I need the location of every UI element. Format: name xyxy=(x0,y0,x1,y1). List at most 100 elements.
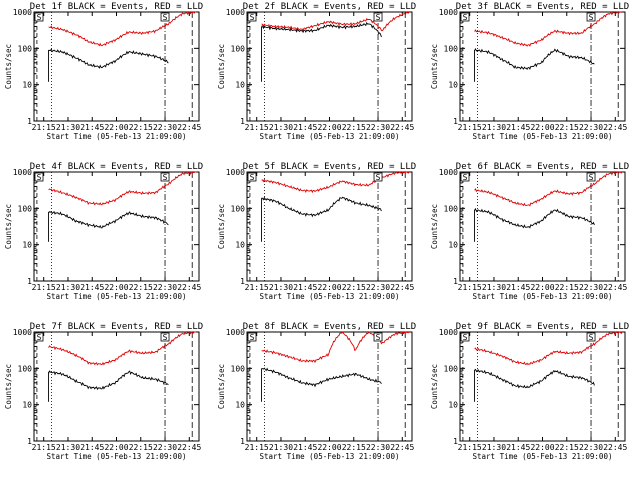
x-tick-label: 22:15 xyxy=(342,443,366,452)
y-tick-label: 10 xyxy=(448,401,458,410)
y-tick-label: 1 xyxy=(453,117,458,126)
x-tick-label: 22:15 xyxy=(555,283,579,292)
panel-chart: Det 5f BLACK = Events, RED = LLD 1 10 100 10… xyxy=(217,162,416,301)
x-tick-label: 22:30 xyxy=(579,443,603,452)
x-tick-label: 22:45 xyxy=(390,443,414,452)
y-tick-label: 1000 xyxy=(13,168,32,177)
plot-frame xyxy=(246,171,413,282)
x-axis-label: Start Time (05-Feb-13 21:09:00) xyxy=(473,292,613,301)
x-tick-label: 21:45 xyxy=(506,283,530,292)
plot-frame xyxy=(246,331,413,442)
s-marker-label: S xyxy=(250,333,255,342)
s-marker-box xyxy=(586,12,596,22)
lld-series-line xyxy=(474,11,623,47)
y-tick-label: 10 xyxy=(235,401,245,410)
x-tick-label: 22:45 xyxy=(177,443,201,452)
panel-title: Det 1f BLACK = Events, RED = LLD xyxy=(30,2,203,12)
y-tick-label: 100 xyxy=(231,44,246,53)
y-tick-label: 1 xyxy=(240,277,245,286)
y-tick-label: 10 xyxy=(235,81,245,90)
x-tick-label: 22:45 xyxy=(390,283,414,292)
x-axis-label: Start Time (05-Feb-13 21:09:00) xyxy=(47,452,187,461)
x-tick-label: 22:00 xyxy=(104,443,128,452)
x-tick-label: 22:45 xyxy=(177,123,201,132)
y-tick-label: 1 xyxy=(453,277,458,286)
x-tick-label: 21:30 xyxy=(269,123,293,132)
x-tick-label: 22:30 xyxy=(153,443,177,452)
panel-chart: Det 6f BLACK = Events, RED = LLD 1 10 100 10… xyxy=(430,162,629,301)
x-tick-label: 21:30 xyxy=(56,123,80,132)
s-marker-box xyxy=(586,332,596,342)
lld-series-line xyxy=(261,331,410,364)
s-marker-box xyxy=(460,332,470,342)
x-tick-label: 22:30 xyxy=(579,283,603,292)
s-marker-box xyxy=(160,172,170,182)
y-tick-label: 100 xyxy=(18,364,33,373)
s-marker-box xyxy=(586,172,596,182)
y-tick-label: 10 xyxy=(22,401,32,410)
panel-title: Det 5f BLACK = Events, RED = LLD xyxy=(243,162,416,172)
s-marker-label: S xyxy=(37,173,42,182)
x-tick-label: 21:15 xyxy=(458,283,482,292)
y-tick-label: 1 xyxy=(27,277,32,286)
x-tick-label: 21:45 xyxy=(293,443,317,452)
y-axis-label: Counts/sec xyxy=(217,44,226,89)
detector-panel: Det 5f BLACK = Events, RED = LLD 1 10 100 10… xyxy=(213,160,426,320)
y-tick-label: 1 xyxy=(27,117,32,126)
y-tick-label: 10 xyxy=(448,241,458,250)
events-series-line xyxy=(474,207,595,229)
lld-series-line xyxy=(48,171,197,206)
panel-chart: Det 4f BLACK = Events, RED = LLD 1 10 100 10… xyxy=(4,162,203,301)
panel-title: Det 7f BLACK = Events, RED = LLD xyxy=(30,322,203,332)
y-tick-label: 1000 xyxy=(226,328,245,337)
y-axis-label: Counts/sec xyxy=(4,44,13,89)
x-tick-label: 22:15 xyxy=(129,123,153,132)
x-tick-label: 21:15 xyxy=(32,443,56,452)
lld-series-line xyxy=(261,171,410,194)
x-tick-label: 21:30 xyxy=(482,443,506,452)
plot-frame xyxy=(33,11,200,122)
x-tick-label: 21:30 xyxy=(56,283,80,292)
x-tick-label: 22:30 xyxy=(153,123,177,132)
s-marker-box xyxy=(34,172,44,182)
s-marker-box xyxy=(247,172,257,182)
detector-panel: Det 4f BLACK = Events, RED = LLD 1 10 100 10… xyxy=(0,160,213,320)
x-tick-label: 22:15 xyxy=(342,283,366,292)
y-axis-label: Counts/sec xyxy=(430,204,439,249)
events-series-line xyxy=(261,196,382,218)
y-tick-label: 10 xyxy=(22,241,32,250)
x-tick-label: 21:15 xyxy=(458,443,482,452)
x-tick-label: 21:15 xyxy=(458,123,482,132)
x-tick-label: 22:15 xyxy=(342,123,366,132)
y-tick-label: 1000 xyxy=(13,328,32,337)
x-tick-label: 22:00 xyxy=(317,123,341,132)
x-tick-label: 21:30 xyxy=(56,443,80,452)
lld-series-line xyxy=(474,331,623,366)
x-tick-label: 21:45 xyxy=(506,443,530,452)
detector-panel: Det 2f BLACK = Events, RED = LLD 1 10 100 10… xyxy=(213,0,426,160)
detector-panel: Det 9f BLACK = Events, RED = LLD 1 10 100 10… xyxy=(426,320,639,480)
y-tick-label: 1 xyxy=(240,117,245,126)
x-tick-label: 22:45 xyxy=(603,123,627,132)
s-marker-box xyxy=(160,12,170,22)
x-axis-label: Start Time (05-Feb-13 21:09:00) xyxy=(260,132,400,141)
s-marker-box xyxy=(373,12,383,22)
x-tick-label: 22:30 xyxy=(153,283,177,292)
x-tick-label: 22:30 xyxy=(366,123,390,132)
x-tick-label: 22:00 xyxy=(317,443,341,452)
x-tick-label: 22:30 xyxy=(366,283,390,292)
detector-panel: Det 3f BLACK = Events, RED = LLD 1 10 100 10… xyxy=(426,0,639,160)
panel-title: Det 4f BLACK = Events, RED = LLD xyxy=(30,162,203,172)
s-marker-label: S xyxy=(376,13,381,22)
y-axis-label: Counts/sec xyxy=(217,204,226,249)
s-marker-label: S xyxy=(250,173,255,182)
y-tick-label: 100 xyxy=(231,364,246,373)
panel-title: Det 8f BLACK = Events, RED = LLD xyxy=(243,322,416,332)
y-tick-label: 1000 xyxy=(439,8,458,17)
y-tick-label: 1000 xyxy=(439,168,458,177)
panel-chart: Det 3f BLACK = Events, RED = LLD 1 10 100 10… xyxy=(430,2,629,141)
x-axis-label: Start Time (05-Feb-13 21:09:00) xyxy=(473,452,613,461)
y-tick-label: 100 xyxy=(444,204,459,213)
panel-title: Det 9f BLACK = Events, RED = LLD xyxy=(456,322,629,332)
